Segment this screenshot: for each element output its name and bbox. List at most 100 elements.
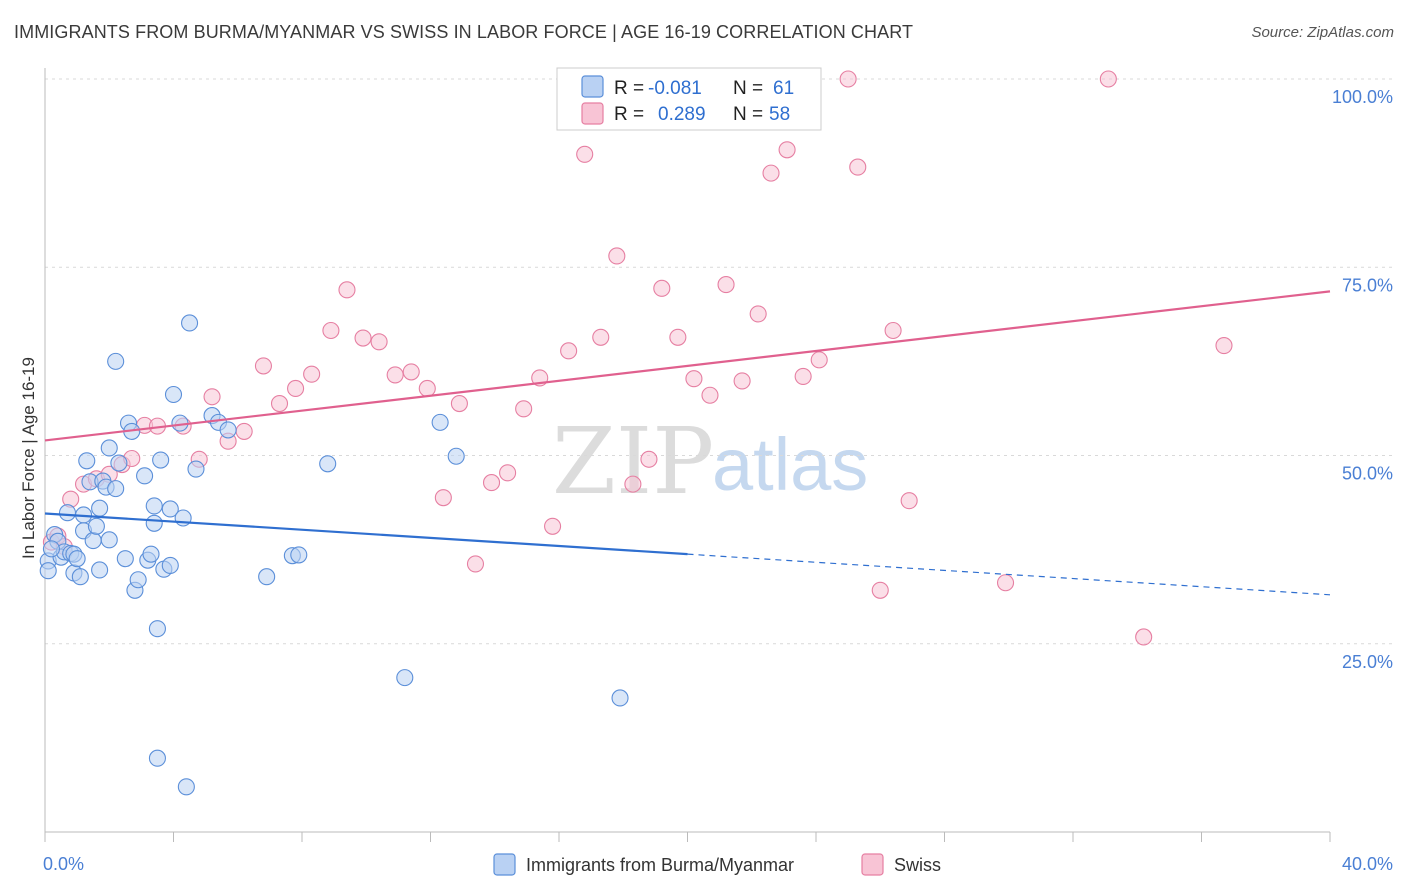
data-point bbox=[1135, 628, 1153, 646]
data-point bbox=[749, 305, 767, 323]
data-point bbox=[235, 422, 253, 440]
trend-line-burma-extrapolated bbox=[687, 553, 1331, 596]
legend-n-value-1: 61 bbox=[773, 78, 794, 99]
legend-n-label-1: N = bbox=[733, 78, 763, 99]
bottom-legend-label-swiss: Swiss bbox=[894, 855, 941, 875]
data-point bbox=[58, 504, 77, 522]
data-point bbox=[181, 314, 199, 332]
data-point bbox=[431, 413, 449, 431]
data-point bbox=[386, 366, 404, 384]
data-point bbox=[161, 500, 179, 518]
data-point bbox=[129, 571, 147, 589]
data-point bbox=[203, 388, 221, 406]
data-point bbox=[142, 545, 160, 563]
data-point bbox=[68, 550, 86, 568]
data-point bbox=[303, 365, 321, 383]
data-point bbox=[319, 455, 337, 473]
series-legend: Immigrants from Burma/Myanmar Swiss bbox=[493, 853, 941, 876]
data-point bbox=[39, 562, 57, 580]
data-point bbox=[996, 574, 1015, 592]
data-point bbox=[78, 452, 96, 470]
watermark-zip: ZIP bbox=[552, 408, 714, 515]
y-tick-label: 50.0% bbox=[1342, 464, 1393, 484]
data-point bbox=[145, 497, 163, 515]
data-point bbox=[91, 561, 109, 579]
data-point bbox=[71, 568, 89, 586]
legend-n-label-2: N = bbox=[733, 104, 763, 125]
data-point bbox=[576, 145, 594, 163]
trend-line-burma bbox=[44, 512, 688, 556]
data-point bbox=[290, 546, 308, 564]
legend-swatch-pink bbox=[581, 102, 604, 125]
data-point bbox=[717, 276, 735, 294]
data-point bbox=[338, 281, 356, 299]
data-point bbox=[152, 451, 170, 469]
data-point bbox=[611, 689, 629, 707]
data-point bbox=[107, 480, 125, 498]
data-point bbox=[91, 499, 109, 517]
y-tick-label: 75.0% bbox=[1342, 275, 1393, 295]
data-point bbox=[701, 386, 719, 404]
data-point bbox=[164, 385, 183, 404]
data-point bbox=[839, 70, 857, 88]
y-axis-label: In Labor Force | Age 16-19 bbox=[19, 357, 38, 559]
data-point bbox=[110, 454, 128, 472]
trend-line-swiss bbox=[44, 290, 1331, 442]
data-point bbox=[258, 568, 276, 586]
data-point bbox=[187, 460, 205, 478]
legend-r-value-2: 0.289 bbox=[658, 104, 706, 125]
data-point bbox=[447, 447, 465, 465]
data-point bbox=[107, 352, 125, 370]
data-point bbox=[84, 532, 102, 550]
data-point bbox=[640, 450, 658, 468]
data-point bbox=[145, 514, 163, 532]
data-point bbox=[624, 475, 642, 493]
data-point bbox=[418, 379, 436, 398]
legend-n-value-2: 58 bbox=[769, 104, 790, 125]
x-axis-ticks bbox=[44, 832, 1331, 842]
data-point bbox=[396, 669, 414, 687]
data-point bbox=[354, 329, 372, 347]
data-point bbox=[499, 464, 517, 482]
data-point bbox=[794, 367, 812, 385]
data-point bbox=[287, 379, 305, 398]
data-point bbox=[434, 489, 452, 507]
data-point bbox=[778, 141, 796, 159]
data-point bbox=[733, 372, 751, 390]
data-point bbox=[482, 474, 501, 492]
data-point bbox=[900, 492, 918, 510]
data-point bbox=[592, 328, 610, 346]
x-tick-label-max: 40.0% bbox=[1342, 854, 1393, 874]
watermark: ZIP atlas bbox=[552, 408, 868, 515]
trend-lines bbox=[44, 290, 1331, 596]
legend-r-label-1: R = bbox=[614, 78, 644, 99]
data-point bbox=[370, 333, 388, 351]
data-point bbox=[42, 540, 60, 558]
data-point bbox=[1099, 70, 1117, 88]
data-point bbox=[87, 517, 105, 535]
y-tick-label: 100.0% bbox=[1332, 87, 1393, 107]
chart-title: IMMIGRANTS FROM BURMA/MYANMAR VS SWISS I… bbox=[14, 22, 914, 42]
data-point bbox=[810, 351, 828, 369]
legend-swatch-blue bbox=[581, 75, 604, 98]
data-point bbox=[685, 370, 703, 388]
data-point bbox=[466, 555, 485, 573]
data-point bbox=[515, 400, 533, 418]
data-point bbox=[608, 247, 626, 265]
data-point bbox=[762, 164, 780, 182]
data-point bbox=[254, 357, 273, 375]
data-point bbox=[116, 550, 134, 568]
data-point bbox=[653, 279, 671, 297]
data-point bbox=[100, 531, 118, 549]
y-tick-labels: 25.0% 50.0% 75.0% 100.0% bbox=[1332, 87, 1393, 672]
data-point bbox=[219, 421, 237, 439]
data-point bbox=[884, 321, 902, 340]
bottom-legend-swatch-pink bbox=[861, 853, 884, 876]
data-point bbox=[849, 158, 867, 176]
watermark-atlas: atlas bbox=[712, 423, 868, 506]
source-credit: Source: ZipAtlas.com bbox=[1251, 24, 1394, 41]
bottom-legend-label-burma: Immigrants from Burma/Myanmar bbox=[526, 855, 794, 875]
data-point bbox=[1215, 337, 1233, 355]
data-point bbox=[148, 620, 166, 638]
